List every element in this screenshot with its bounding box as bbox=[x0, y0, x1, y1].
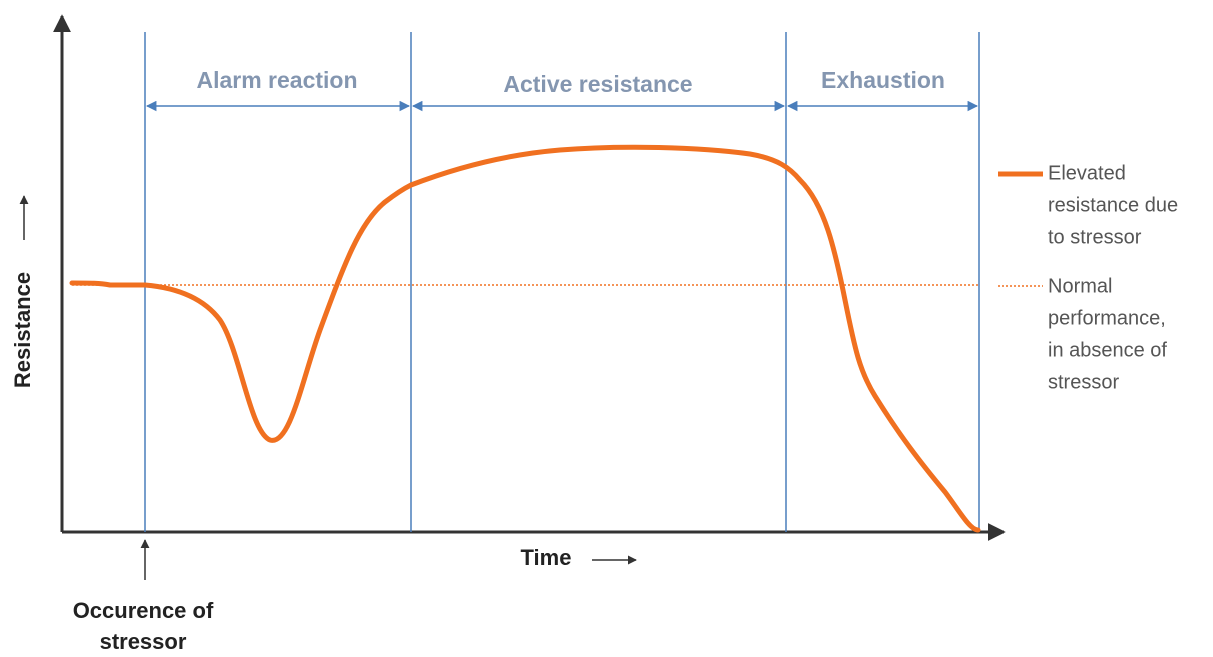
legend: Elevated resistance due to stressor Normal p… bbox=[1048, 162, 1178, 393]
stressor-label: stressor bbox=[100, 629, 187, 654]
legend-text: resistance due bbox=[1048, 194, 1178, 216]
resistance-curve bbox=[69, 144, 981, 533]
phase-label: Exhaustion bbox=[821, 67, 945, 93]
y-axis-label: Resistance bbox=[10, 272, 35, 388]
legend-text: performance, bbox=[1048, 307, 1166, 329]
legend-text: stressor bbox=[1048, 371, 1119, 393]
phase-label: Active resistance bbox=[503, 71, 692, 97]
legend-text: Normal bbox=[1048, 275, 1112, 297]
legend-text: to stressor bbox=[1048, 226, 1142, 248]
stressor-label: Occurence of bbox=[73, 598, 214, 623]
legend-text: in absence of bbox=[1048, 339, 1167, 361]
legend-text: Elevated bbox=[1048, 162, 1126, 184]
x-axis-label: Time bbox=[521, 545, 572, 570]
phase-label: Alarm reaction bbox=[196, 67, 357, 93]
